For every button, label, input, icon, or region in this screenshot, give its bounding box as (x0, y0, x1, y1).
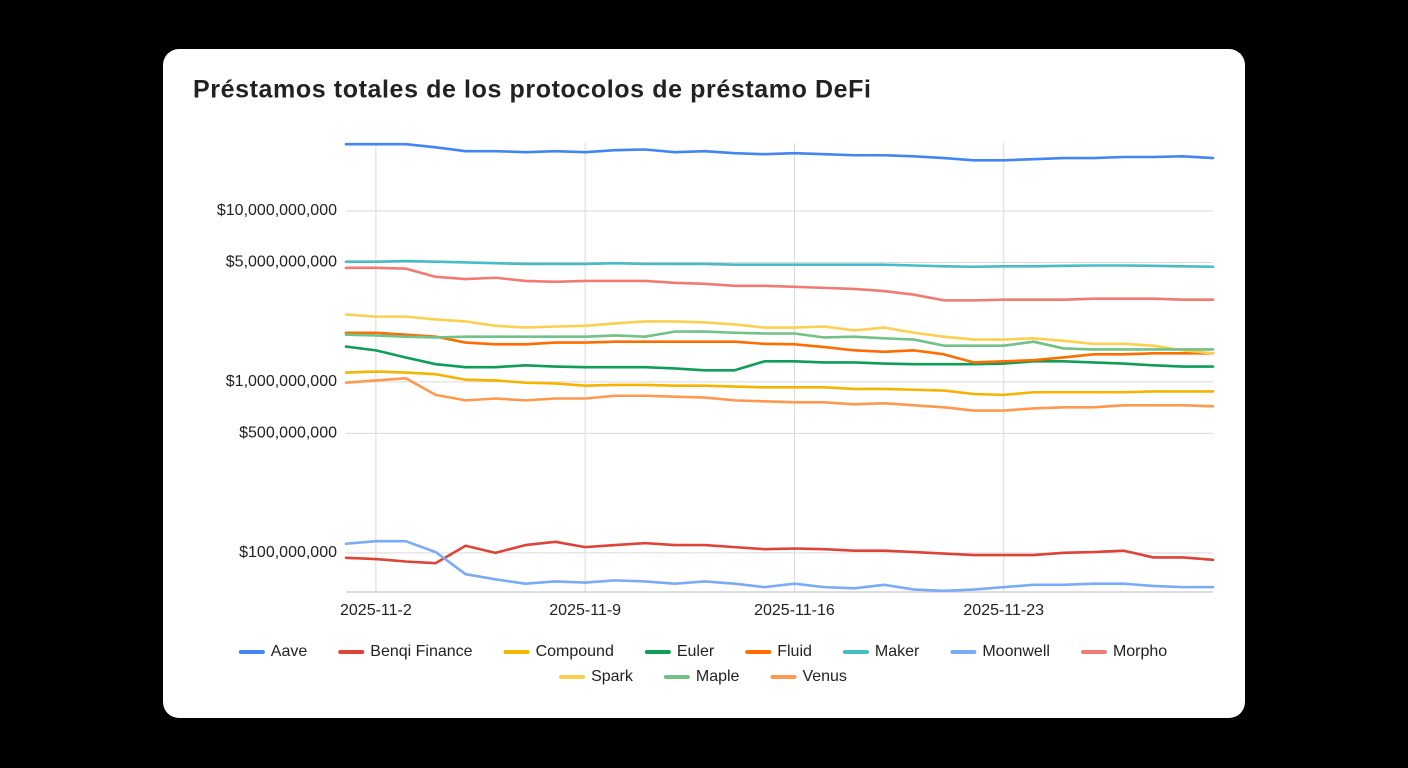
series-line (344, 539, 1215, 593)
legend-label: Benqi Finance (370, 643, 472, 660)
legend-item: Venus (770, 668, 847, 685)
legend-item: Morpho (1080, 643, 1167, 660)
x-tick-label: 2025-11-2 (340, 602, 412, 619)
legend-item: Aave (238, 643, 308, 660)
legend-label: Venus (802, 668, 846, 685)
series-line (344, 313, 1215, 355)
y-tick-label: $500,000,000 (239, 425, 337, 442)
series-line (344, 331, 1215, 364)
legend-item: Maple (663, 668, 740, 685)
legend-label: Euler (677, 643, 715, 660)
legend: Aave Benqi Finance Compound Euler Fluid Maker… (238, 643, 1167, 685)
legend-label: Moonwell (982, 643, 1050, 660)
legend-item: Euler (644, 643, 715, 660)
labels: $100,000,000 $500,000,000 $1,000,000,000 $5… (217, 202, 1044, 619)
y-tick-label: $5,000,000,000 (226, 254, 337, 271)
y-tick-label: $100,000,000 (239, 544, 337, 561)
legend-item: Moonwell (950, 643, 1050, 660)
legend-label: Spark (591, 668, 634, 685)
series-line (344, 266, 1215, 302)
grid (346, 143, 1213, 593)
legend-item: Benqi Finance (338, 643, 473, 660)
series-line (344, 377, 1215, 412)
series-line (344, 259, 1215, 269)
legend-label: Maker (875, 643, 920, 660)
x-tick-label: 2025-11-9 (549, 602, 621, 619)
x-tick-label: 2025-11-23 (963, 602, 1044, 619)
series-line (344, 345, 1215, 372)
y-tick-label: $10,000,000,000 (217, 202, 337, 219)
legend-item: Spark (559, 668, 634, 685)
legend-item: Fluid (745, 643, 812, 660)
series-line (344, 330, 1215, 351)
chart-title: Préstamos totales de los protocolos de p… (193, 76, 872, 104)
legend-label: Morpho (1113, 643, 1167, 660)
legend-label: Fluid (777, 643, 812, 660)
legend-item: Compound (503, 643, 614, 660)
series-line (344, 142, 1215, 162)
x-tick-label: 2025-11-16 (754, 602, 835, 619)
series-line (344, 370, 1215, 397)
lines (344, 142, 1215, 593)
legend-label: Compound (536, 643, 614, 660)
legend-label: Aave (271, 643, 308, 660)
series-line (344, 540, 1215, 565)
legend-item: Maker (842, 643, 920, 660)
y-tick-label: $1,000,000,000 (226, 373, 337, 390)
legend-label: Maple (696, 668, 740, 685)
